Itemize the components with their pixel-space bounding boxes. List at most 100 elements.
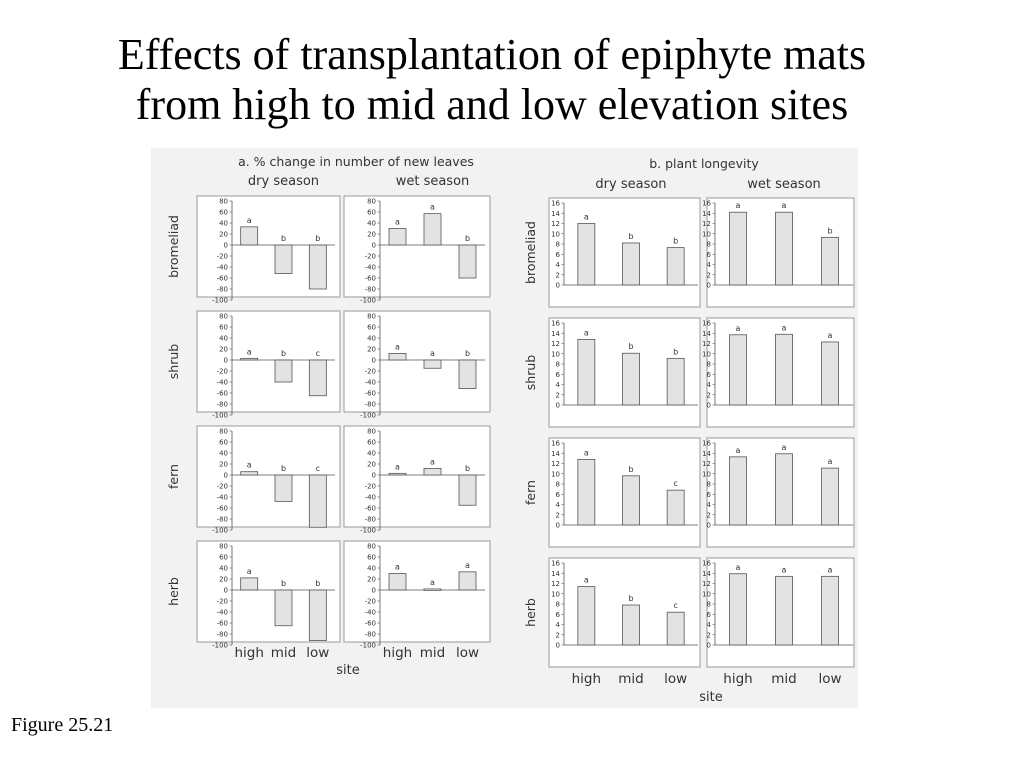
chart-b-bromeliad-wet-y-tick-label: 4 <box>707 261 712 269</box>
chart-a-herb-wet-y-tick-label: 80 <box>367 543 376 551</box>
chart-a-row-label-herb: herb <box>166 577 181 606</box>
chart-a-shrub-dry-y-tick-label: -20 <box>217 368 228 376</box>
chart-a-bromeliad-dry-y-tick-label: 20 <box>219 231 228 239</box>
chart-b-herb-dry-bar-high <box>577 586 596 646</box>
chart-a-bromeliad-wet-y-tick-label: -100 <box>360 297 376 305</box>
chart-b-fern-wet-y-tick-label: 10 <box>702 470 711 478</box>
chart-a-fern-dry-y-tick-label: 60 <box>219 439 228 447</box>
chart-a-bromeliad-dry-bar-high <box>240 226 259 246</box>
chart-a-shrub-wet-bar-low <box>458 359 477 390</box>
chart-a-fern-wet-y-tick-label: -60 <box>365 505 376 513</box>
chart-a-fern-dry-letter-low: c <box>316 464 320 473</box>
chart-b-bromeliad-dry-letter-mid: b <box>628 232 633 241</box>
chart-a-fern-dry-bar-high <box>240 471 259 476</box>
chart-a-shrub-wet-y-tick-label: 20 <box>367 346 376 354</box>
chart-a-bromeliad-wet-y-tick-label: -20 <box>365 253 376 261</box>
chart-b-shrub-wet-letter-low: a <box>828 331 833 340</box>
chart-b-herb-wet-y-tick-label: 10 <box>702 590 711 598</box>
chart-b-bromeliad-wet-y-tick-label: 16 <box>702 200 711 208</box>
chart-a-herb-wet-y-tick-label: 20 <box>367 576 376 584</box>
chart-a-shrub-wet-y-tick-label: 60 <box>367 324 376 332</box>
chart-a-fern-dry-letter-mid: b <box>281 464 286 473</box>
chart-a-herb-dry-y-tick-label: 40 <box>219 565 228 573</box>
chart-b-fern-dry-y-tick-label: 12 <box>551 460 560 468</box>
chart-b-shrub-dry-y-tick-label: 16 <box>551 320 560 328</box>
chart-a-shrub-dry-bar-mid <box>274 359 293 383</box>
chart-b-x-tick-low-2: low <box>818 671 841 687</box>
chart-a-x-tick-low-2: low <box>456 645 479 661</box>
chart-a-fern-wet-y-tick-label: -20 <box>365 483 376 491</box>
chart-b-x-tick-mid-1: mid <box>618 671 643 687</box>
chart-b-fern-wet-y-tick-label: 2 <box>707 511 711 519</box>
chart-b-shrub-dry-y-tick-label: 4 <box>556 381 561 389</box>
chart-b-fern-dry-bar-low <box>666 489 685 526</box>
chart-a-fern-dry-y-tick-label: 20 <box>219 461 228 469</box>
chart-a-bromeliad-dry-letter-low: b <box>315 234 320 243</box>
chart-b-shrub-wet-y-tick-label: 16 <box>702 320 711 328</box>
chart-b-herb-dry-bar-mid <box>622 604 640 646</box>
chart-a-fern-dry-y-tick-label: 40 <box>219 450 228 458</box>
chart-b-herb-dry-y-tick-label: 12 <box>551 580 560 588</box>
chart-b-bromeliad-dry-y-tick-label: 16 <box>551 200 560 208</box>
chart-b-fern-dry-y-tick-label: 8 <box>556 481 560 489</box>
chart-a-fern-wet-y-tick-label: 80 <box>367 428 376 436</box>
chart-a-herb-dry-y-tick-label: 20 <box>219 576 228 584</box>
chart-a-herb-wet-bar-low <box>458 571 477 591</box>
chart-b-shrub-wet-y-tick-label: 10 <box>702 350 711 358</box>
chart-a-shrub-wet-letter-high: a <box>395 342 400 351</box>
chart-b-fern-dry-y-tick-label: 16 <box>551 440 560 448</box>
chart-b-shrub-dry-y-tick-label: 0 <box>556 402 560 410</box>
chart-a-fern-dry-letter-high: a <box>247 461 252 470</box>
chart-b-herb-wet-letter-mid: a <box>782 565 787 574</box>
chart-a-herb-dry-y-tick-label: 60 <box>219 554 228 562</box>
chart-b-bromeliad-dry-letter-low: b <box>673 237 678 246</box>
chart-a-bromeliad-dry-y-tick-label: -20 <box>217 253 228 261</box>
figure-chart: a. % change in number of new leaves dry s… <box>151 148 858 708</box>
chart-b-fern-dry-y-tick-label: 6 <box>556 491 561 499</box>
chart-a-bromeliad-dry-letter-mid: b <box>281 234 286 243</box>
chart-a-herb-dry-y-tick-label: -60 <box>217 620 228 628</box>
chart-a-fern-wet-y-tick-label: -40 <box>365 494 376 502</box>
chart-b-herb-wet-y-tick-label: 14 <box>702 570 711 578</box>
chart-b-fern-wet-y-tick-label: 6 <box>707 491 712 499</box>
chart-b-x-tick-high-2: high <box>723 671 752 687</box>
chart-a-herb-dry-letter-mid: b <box>281 579 286 588</box>
chart-a-bromeliad-dry-y-tick-label: 60 <box>219 209 228 217</box>
chart-b-bromeliad-wet-bar-high <box>729 211 747 286</box>
chart-b-shrub-wet-letter-high: a <box>736 324 741 333</box>
chart-b-row-label-bromeliad: bromeliad <box>523 221 538 284</box>
chart-b-herb-dry-y-tick-label: 6 <box>556 611 561 619</box>
chart-b-bromeliad-wet-y-tick-label: 14 <box>702 210 711 218</box>
chart-b-shrub-wet-y-tick-label: 0 <box>707 402 711 410</box>
chart-b-herb-wet-bar-low <box>821 575 839 646</box>
chart-a-shrub-wet-y-tick-label: -20 <box>365 368 376 376</box>
chart-a-fern-wet-letter-low: b <box>465 464 470 473</box>
chart-b-shrub-wet-y-tick-label: 2 <box>707 391 711 399</box>
chart-a-bromeliad-wet-y-tick-label: -80 <box>365 286 376 294</box>
chart-b-shrub-wet-letter-mid: a <box>782 323 787 332</box>
chart-b-row-label-shrub: shrub <box>523 355 538 390</box>
chart-b-herb-wet-y-tick-label: 16 <box>702 560 711 568</box>
chart-a-shrub-wet-y-tick-label: -60 <box>365 390 376 398</box>
chart-b-fern-dry-letter-high: a <box>584 448 589 457</box>
chart-b-herb-dry-y-tick-label: 14 <box>551 570 560 578</box>
chart-a-fern-wet-y-tick-label: -80 <box>365 516 376 524</box>
chart-a-bromeliad-dry-y-tick-label: -40 <box>217 264 228 272</box>
chart-b-fern-wet-y-tick-label: 0 <box>707 522 711 530</box>
chart-a-fern-wet-bar-high <box>388 472 407 476</box>
slide-title: Effects of transplantation of epiphyte m… <box>0 30 984 130</box>
chart-b-fern-dry-bar-mid <box>622 475 640 526</box>
chart-b-row-label-fern: fern <box>523 480 538 505</box>
chart-b-shrub-wet-y-tick-label: 4 <box>707 381 712 389</box>
chart-b-shrub-dry-bar-high <box>577 338 596 406</box>
chart-a-herb-wet-bar-high <box>388 573 407 591</box>
chart-b-herb-wet-y-tick-label: 2 <box>707 631 711 639</box>
chart-a-bromeliad-wet-y-tick-label: 60 <box>367 209 376 217</box>
chart-a-fern-wet-y-tick-label: 60 <box>367 439 376 447</box>
chart-a-shrub-dry-y-tick-label: -100 <box>212 412 228 420</box>
chart-a-bromeliad-wet-y-tick-label: 0 <box>372 242 376 250</box>
chart-a-fern-wet-bar-mid <box>423 467 442 476</box>
chart-b-bromeliad-dry-bar-mid <box>622 242 640 286</box>
chart-a-bromeliad-dry-y-tick-label: 40 <box>219 220 228 228</box>
chart-b-shrub-dry-y-tick-label: 8 <box>556 361 560 369</box>
